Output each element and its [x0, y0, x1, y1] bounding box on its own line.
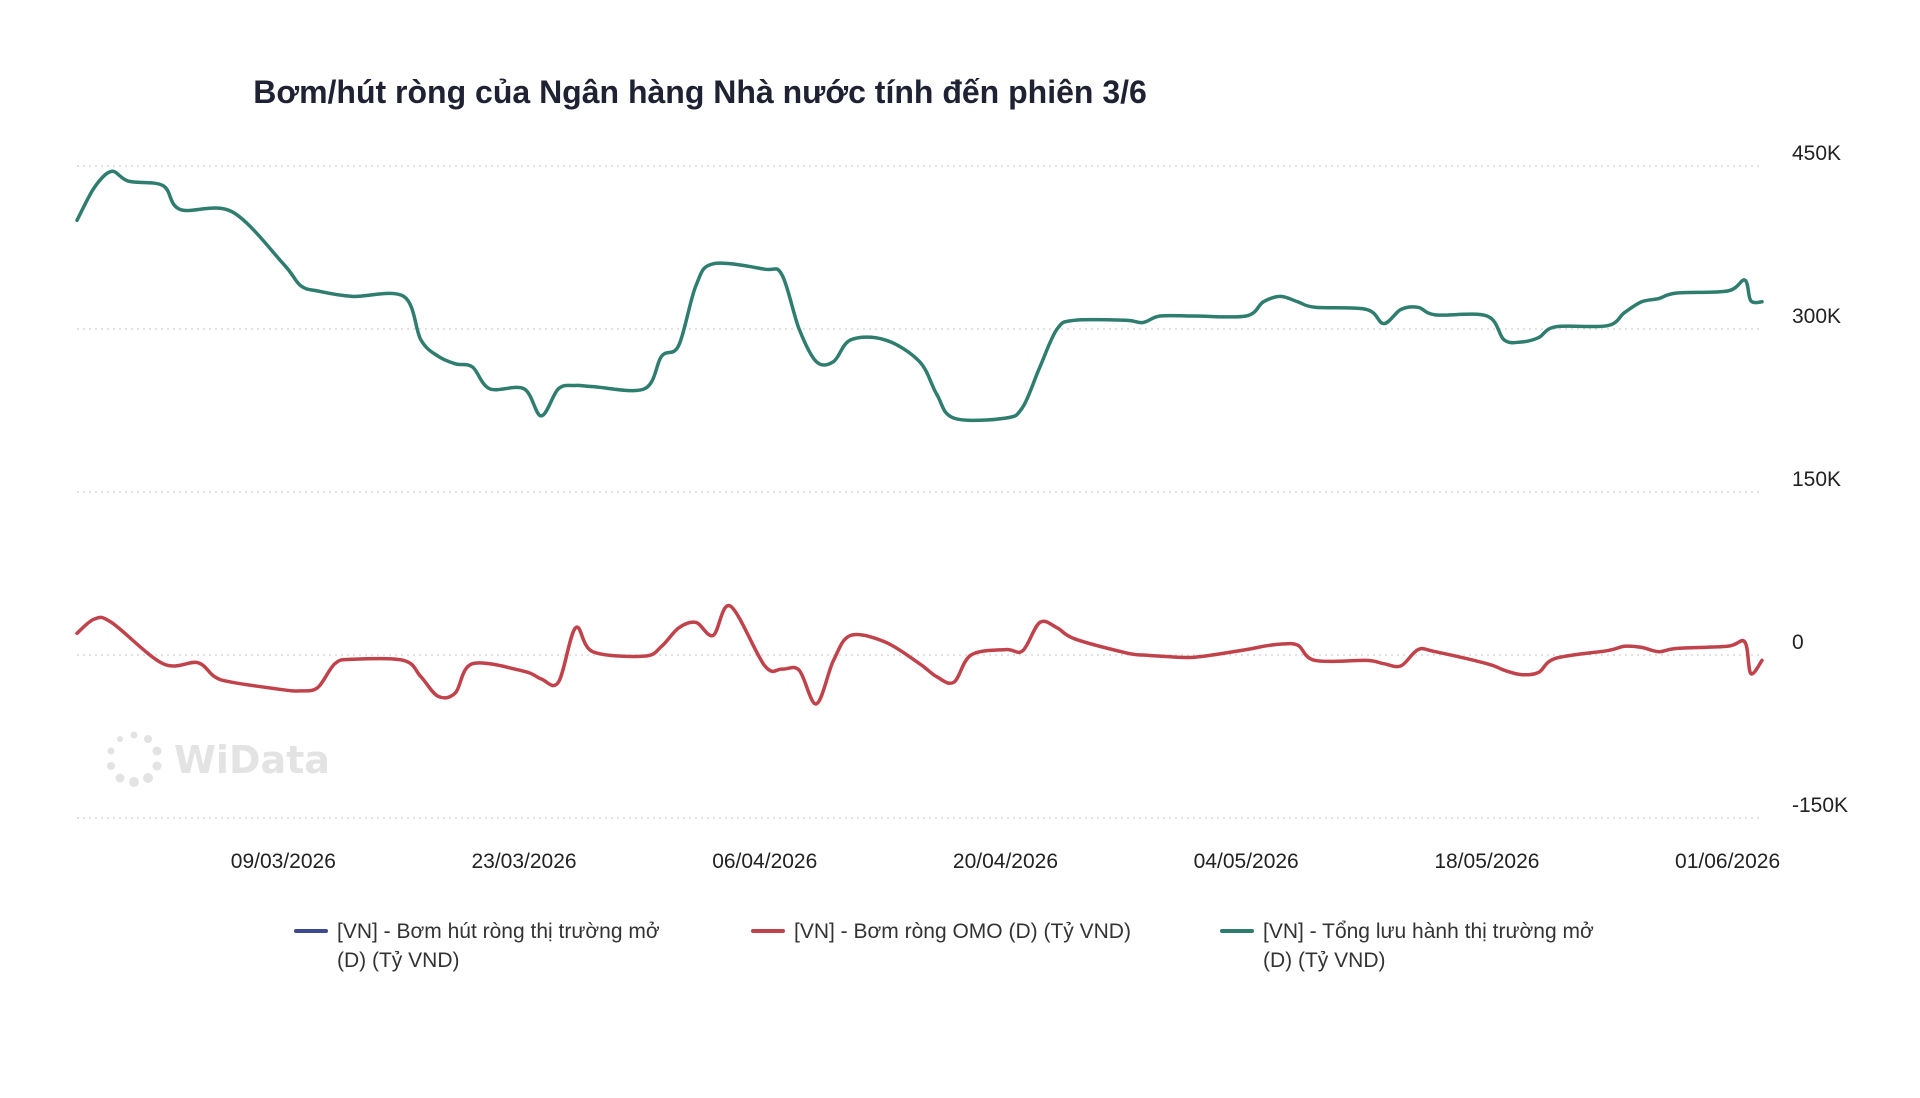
x-tick-label: 18/05/2026	[1434, 850, 1539, 873]
legend-item-bom-rong-omo[interactable]: [VN] - Bơm ròng OMO (D) (Tỷ VND)	[751, 920, 1131, 943]
x-axis-ticks: 09/03/2026 23/03/2026 06/04/2026 20/04/2026…	[231, 850, 1780, 873]
y-tick-label: 450K	[1792, 142, 1841, 165]
series-line-bom-rong-omo	[75, 604, 1764, 706]
chart-title: Bơm/hút ròng của Ngân hàng Nhà nước tính…	[253, 74, 1147, 110]
x-tick-label: 23/03/2026	[471, 850, 576, 873]
y-axis-ticks: 450K 300K 150K 0 -150K	[1792, 142, 1848, 817]
gridlines	[77, 165, 1762, 819]
legend-item-tong-luu-hanh[interactable]: [VN] - Tổng lưu hành thị trường mở (D) (T…	[1220, 920, 1594, 972]
series-line-tong-luu-hanh	[75, 169, 1764, 423]
y-tick-label: 300K	[1792, 305, 1841, 328]
watermark-text: WiData	[174, 738, 330, 782]
x-tick-label: 06/04/2026	[712, 850, 817, 873]
x-tick-label: 01/06/2026	[1675, 850, 1780, 873]
legend: [VN] - Bơm hút ròng thị trường mở (D) (Tỷ…	[294, 920, 1594, 972]
x-tick-label: 04/05/2026	[1194, 850, 1299, 873]
y-tick-label: 0	[1792, 631, 1804, 654]
legend-label: [VN] - Bơm hút ròng thị trường mở	[337, 920, 660, 943]
legend-item-bom-hut-rong[interactable]: [VN] - Bơm hút ròng thị trường mở (D) (Tỷ…	[294, 920, 660, 972]
legend-label: [VN] - Tổng lưu hành thị trường mở	[1263, 920, 1594, 943]
widata-watermark: WiData	[107, 731, 330, 787]
legend-label: (D) (Tỷ VND)	[337, 949, 459, 972]
x-tick-label: 09/03/2026	[231, 850, 336, 873]
y-tick-label: 150K	[1792, 468, 1841, 491]
y-tick-label: -150K	[1792, 794, 1848, 817]
legend-label: [VN] - Bơm ròng OMO (D) (Tỷ VND)	[794, 920, 1131, 943]
widata-logo-icon	[107, 731, 162, 787]
series-lines	[75, 169, 1764, 706]
x-tick-label: 20/04/2026	[953, 850, 1058, 873]
legend-label: (D) (Tỷ VND)	[1263, 949, 1385, 972]
